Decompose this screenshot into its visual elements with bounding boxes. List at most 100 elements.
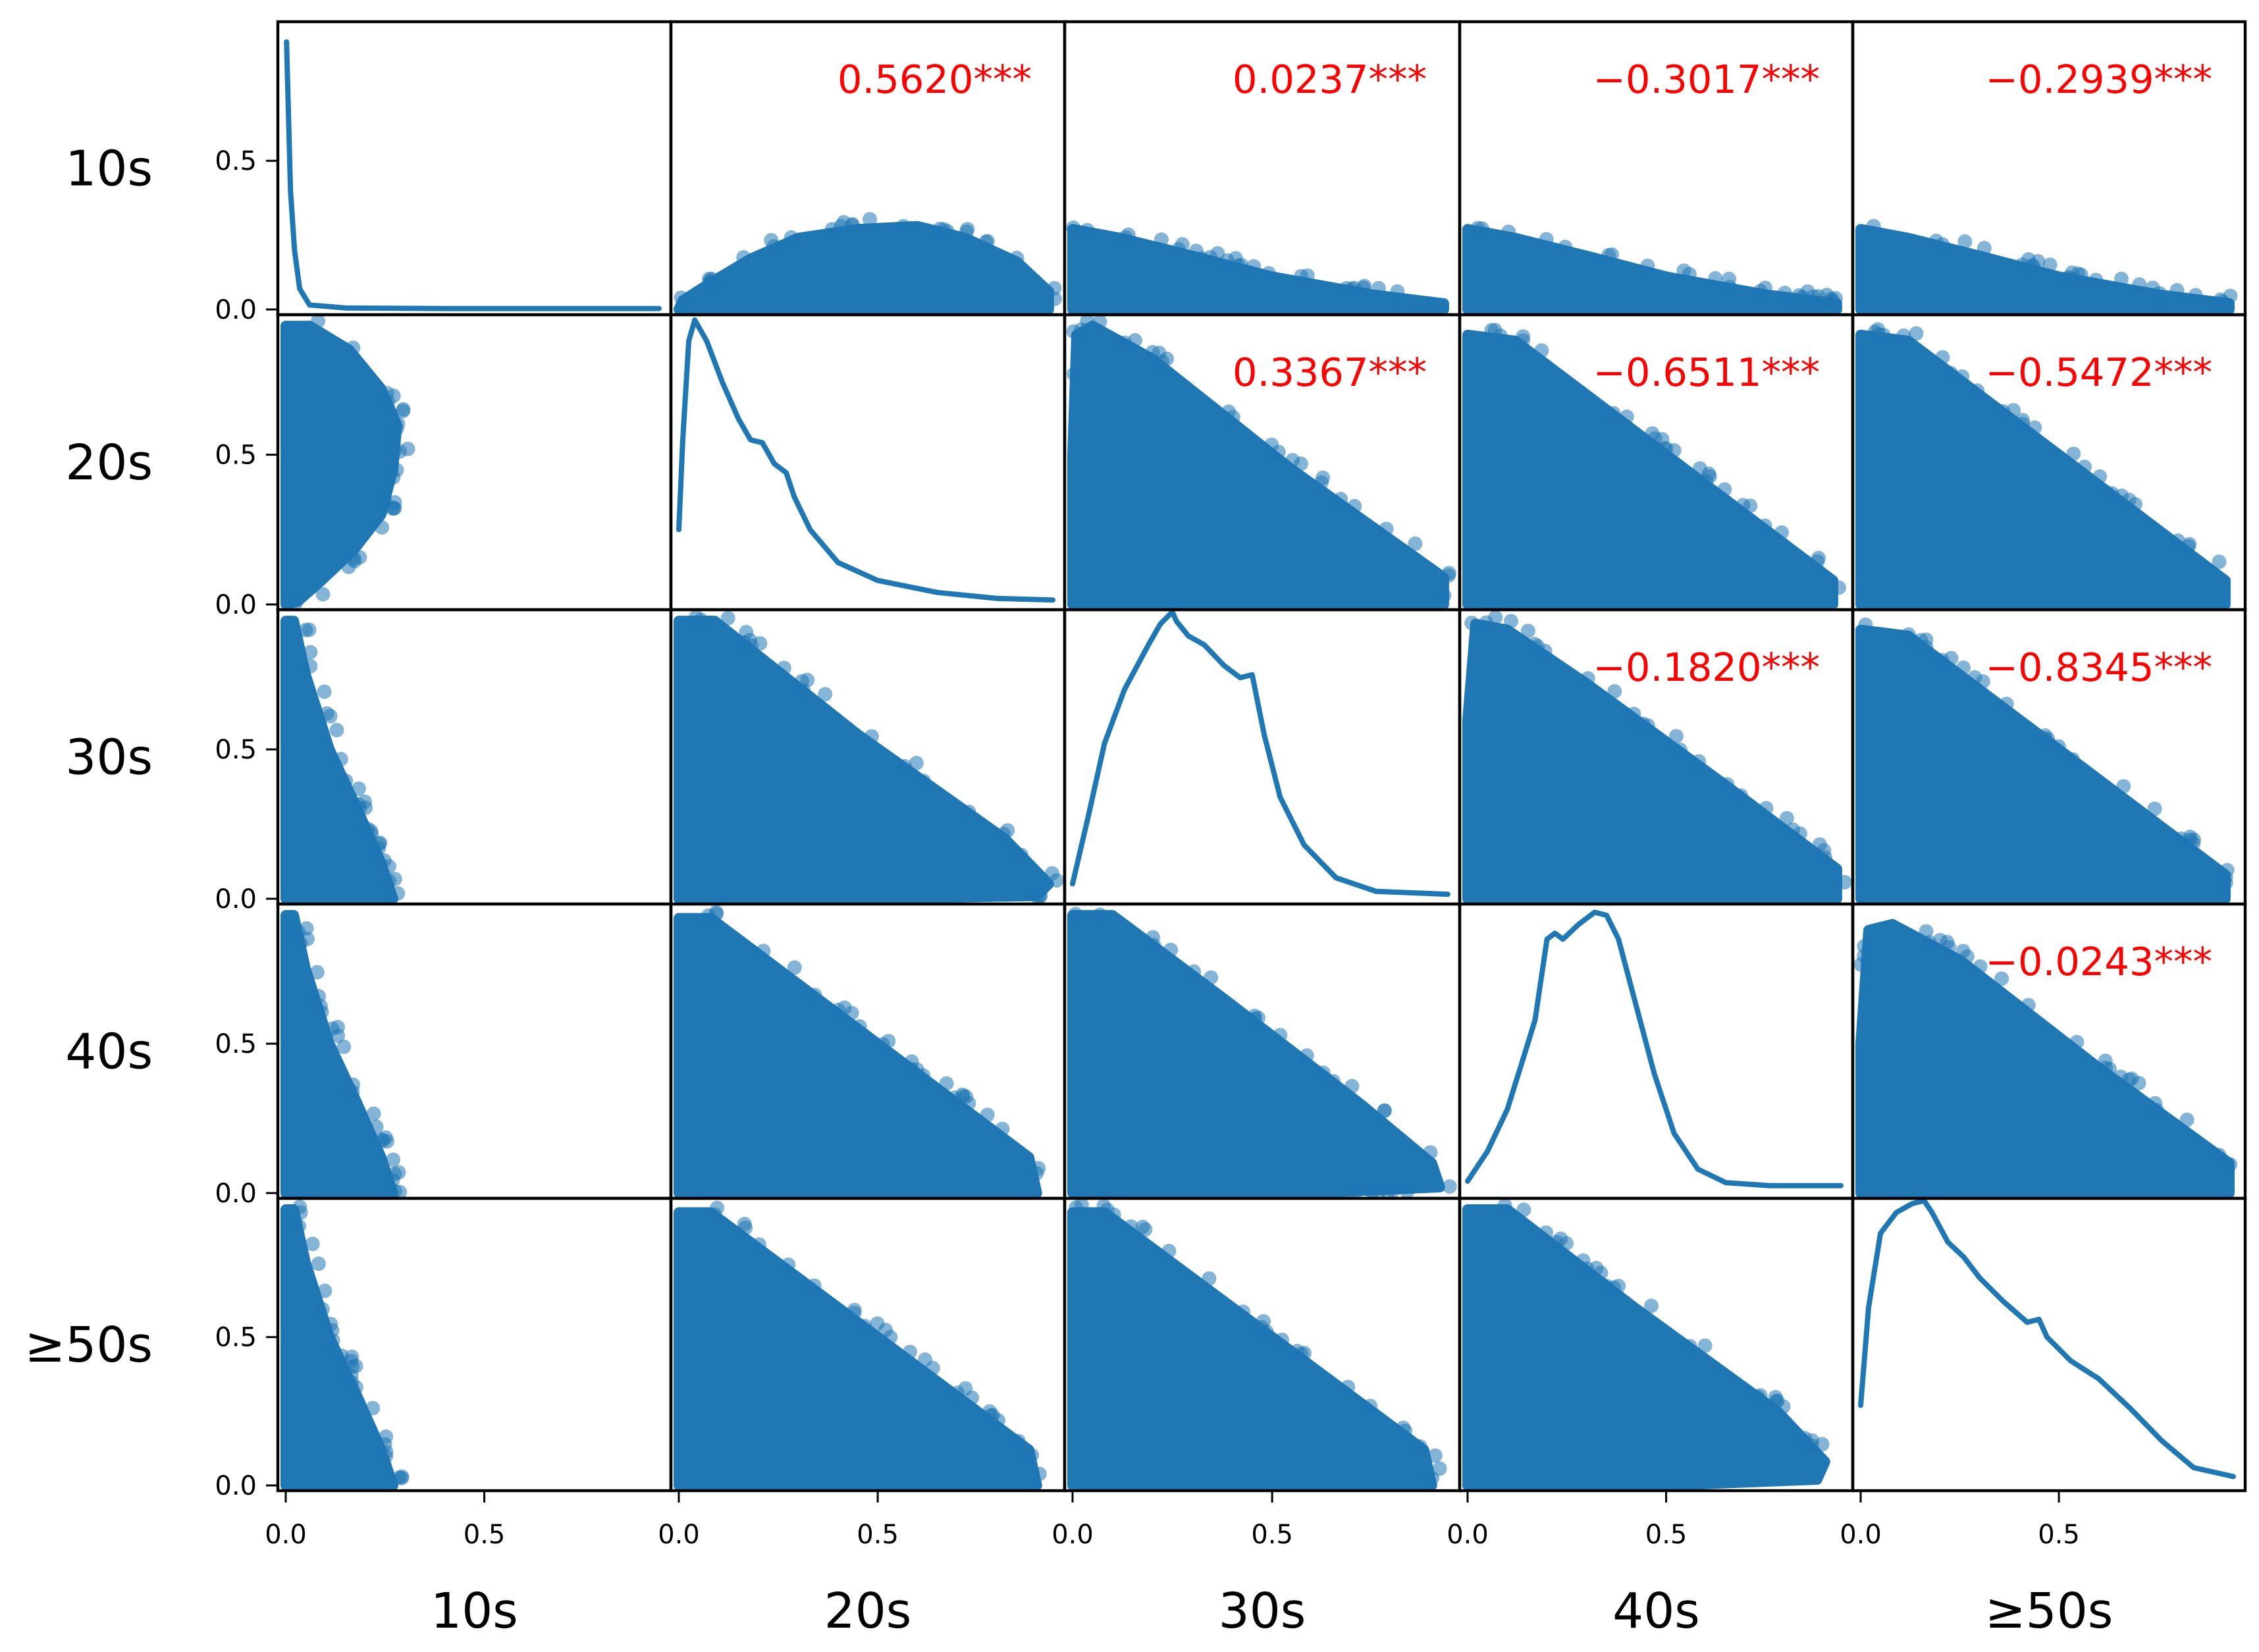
y-axis-label-30s: 30s [65, 730, 153, 786]
correlation-label-10s-20s: 0.5620*** [837, 57, 1032, 102]
cell-10s-vs-40s-outlier-point [1722, 280, 1738, 295]
cell-10s-vs-30s-outlier-point [1194, 251, 1209, 266]
correlation-label-10s-40s: −0.3017*** [1593, 57, 1820, 102]
cell-20s-vs-10s-outlier-point [389, 421, 404, 437]
cell-30s-vs-ge50s-outlier-point [2040, 732, 2056, 747]
cell-20s-vs-10s-outlier-point [346, 340, 361, 356]
cell-10s-vs-ge50s-outlier-point [1928, 233, 1944, 248]
cell-10s-vs-ge50s-outlier-point [2145, 280, 2160, 296]
cell-20s-vs-30s-outlier-point [1285, 453, 1300, 467]
cell-40s-vs-30s-outlier-point [1146, 938, 1161, 953]
cell-40s-vs-30s-outlier-point [1348, 1185, 1364, 1199]
cell-ge50s-vs-10s-outlier-point [394, 1469, 410, 1484]
cell-30s-vs-10s-outlier-point [351, 797, 366, 812]
cell-10s-vs-30s-outlier-point [1390, 284, 1405, 299]
cell-ge50s-vs-20s-outlier-point [965, 1390, 980, 1405]
cell-ge50s-vs-40s-outlier-point [1644, 1298, 1659, 1314]
cell-30s-vs-20s-outlier-point [909, 755, 924, 770]
cell-20s-vs-40s-outlier-point [1516, 333, 1530, 348]
cell-20s-vs-ge50s-outlier-point [2212, 554, 2227, 570]
cell-40s-vs-ge50s-outlier-point [2021, 998, 2036, 1013]
cell-20s-vs-40s-outlier-point [1701, 466, 1716, 481]
cell-10s-vs-30s-outlier-point [1371, 280, 1386, 296]
cell-20s-vs-10s-outlier-point [341, 560, 356, 575]
cell-40s-vs-30s-point-cloud [1067, 910, 1445, 1198]
cell-ge50s-vs-40s-outlier-point [1497, 1198, 1512, 1213]
cell-20s-vs-30s-outlier-point [1271, 444, 1286, 460]
cell-ge50s-vs-10s-point-cloud [280, 1204, 398, 1491]
cell-ge50s-vs-40s-outlier-point [1611, 1279, 1626, 1294]
cell-40s-vs-20s-outlier-point [909, 1062, 924, 1077]
y-axis-label-10s: 10s [65, 141, 153, 198]
cell-30s-vs-20s-outlier-point [1045, 866, 1059, 881]
cell-ge50s-vs-40s-outlier-point [1682, 1339, 1697, 1354]
cell-20s-vs-30s-outlier-point [1117, 335, 1132, 350]
x-tick-label-40s: 0.5 [1645, 1520, 1688, 1550]
cell-30s-vs-ge50s-outlier-point [2219, 863, 2235, 878]
cell-10s-vs-20s-outlier-point [703, 275, 718, 290]
cell-30s-vs-40s-outlier-point [1530, 639, 1545, 654]
cell-10s-vs-40s-outlier-point [1777, 286, 1792, 300]
cell-30s-vs-ge50s-outlier-point [1967, 670, 1982, 685]
x-tick-label-20s: 0.5 [857, 1520, 899, 1550]
cell-30s-vs-40s-outlier-point [1759, 801, 1774, 816]
cell-40s-vs-ge50s-outlier-point [1919, 924, 1934, 939]
x-tick-label-10s: 0.5 [464, 1520, 506, 1550]
x-tick-label-30s: 0.5 [1251, 1520, 1293, 1550]
cell-10s-vs-30s-outlier-point [1356, 280, 1371, 296]
cell-ge50s-vs-ge50s-frame [1851, 1196, 2247, 1493]
cell-ge50s-vs-30s-outlier-point [1294, 1346, 1309, 1362]
cell-10s-vs-ge50s-outlier-point [2042, 257, 2058, 273]
cell-10s-vs-10s-frame [276, 20, 673, 317]
y-tick-label-40s: 0.0 [215, 1179, 257, 1209]
cell-ge50s-vs-20s-point-cloud [674, 1207, 1042, 1491]
y-axis-label-ge50s: ≥50s [24, 1317, 153, 1373]
correlation-label-40s-ge50s: −0.0243*** [1986, 939, 2212, 984]
cell-20s-vs-ge50s-outlier-point [2170, 533, 2185, 548]
cell-ge50s-vs-10s-outlier-point [379, 1449, 394, 1464]
cell-30s-vs-10s-outlier-point [303, 645, 318, 660]
cell-30s-vs-10s-outlier-point [381, 874, 396, 888]
cell-30s-vs-40s-outlier-point [1479, 615, 1494, 630]
y-tick-label-40s: 0.5 [215, 1029, 257, 1059]
cell-10s-vs-20s-outlier-point [736, 250, 751, 265]
cell-10s-vs-40s-outlier-point [1682, 267, 1697, 282]
cell-30s-vs-20s-outlier-point [818, 687, 833, 702]
cell-20s-vs-ge50s-outlier-point [2015, 416, 2030, 431]
cell-30s-vs-ge50s-outlier-point [2187, 832, 2201, 847]
cell-20s-vs-ge50s-outlier-point [1943, 365, 1958, 381]
cell-10s-vs-20s-outlier-point [960, 222, 975, 236]
cell-30s-vs-ge50s-outlier-point [1934, 653, 1950, 668]
cell-30s-vs-40s-outlier-point [1786, 822, 1801, 838]
cell-40s-vs-ge50s-outlier-point [2223, 1157, 2238, 1172]
cell-ge50s-vs-40s-outlier-point [1516, 1202, 1531, 1217]
cell-10s-vs-20s-outlier-point [1009, 250, 1024, 265]
correlation-label-20s-30s: 0.3367*** [1233, 350, 1427, 395]
cell-20s-vs-ge50s-outlier-point [2027, 420, 2042, 435]
cell-40s-vs-10s-outlier-point [386, 1152, 401, 1167]
cell-ge50s-vs-30s-outlier-point [1254, 1319, 1269, 1335]
cell-ge50s-vs-10s-outlier-point [292, 1219, 306, 1233]
x-axis-label-40s: 40s [1612, 1583, 1700, 1639]
cell-20s-vs-ge50s-outlier-point [1896, 328, 1911, 343]
y-tick-label-10s: 0.5 [215, 146, 257, 176]
correlation-label-10s-ge50s: −0.2939*** [1986, 57, 2212, 102]
cell-30s-vs-20s-outlier-point [916, 774, 931, 789]
cell-40s-vs-30s-outlier-point [1068, 907, 1083, 922]
cell-30s-vs-40s-outlier-point [1734, 788, 1748, 803]
cell-ge50s-vs-40s-outlier-point [1559, 1236, 1574, 1251]
cell-20s-vs-40s-outlier-point [1534, 343, 1549, 358]
cell-20s-vs-40s-outlier-point [1743, 498, 1758, 514]
cell-ge50s-vs-20s-outlier-point [807, 1278, 822, 1293]
cell-ge50s-vs-40s-outlier-point [1580, 1261, 1595, 1276]
cell-10s-vs-40s-outlier-point [1558, 240, 1573, 254]
cell-30s-vs-10s-outlier-point [323, 708, 338, 724]
cell-20s-vs-40s-outlier-point [1645, 426, 1660, 441]
cell-ge50s-vs-30s-outlier-point [1363, 1399, 1378, 1414]
cell-10s-vs-40s-outlier-point [1501, 225, 1516, 239]
cell-10s-vs-20s-outlier-point [764, 232, 779, 248]
cell-ge50s-vs-10s-outlier-point [348, 1358, 363, 1373]
cell-40s-vs-30s-outlier-point [1400, 1184, 1415, 1199]
cell-20s-vs-ge50s-outlier-point [2114, 489, 2129, 503]
cell-30s-vs-40s-outlier-point [1779, 811, 1794, 826]
